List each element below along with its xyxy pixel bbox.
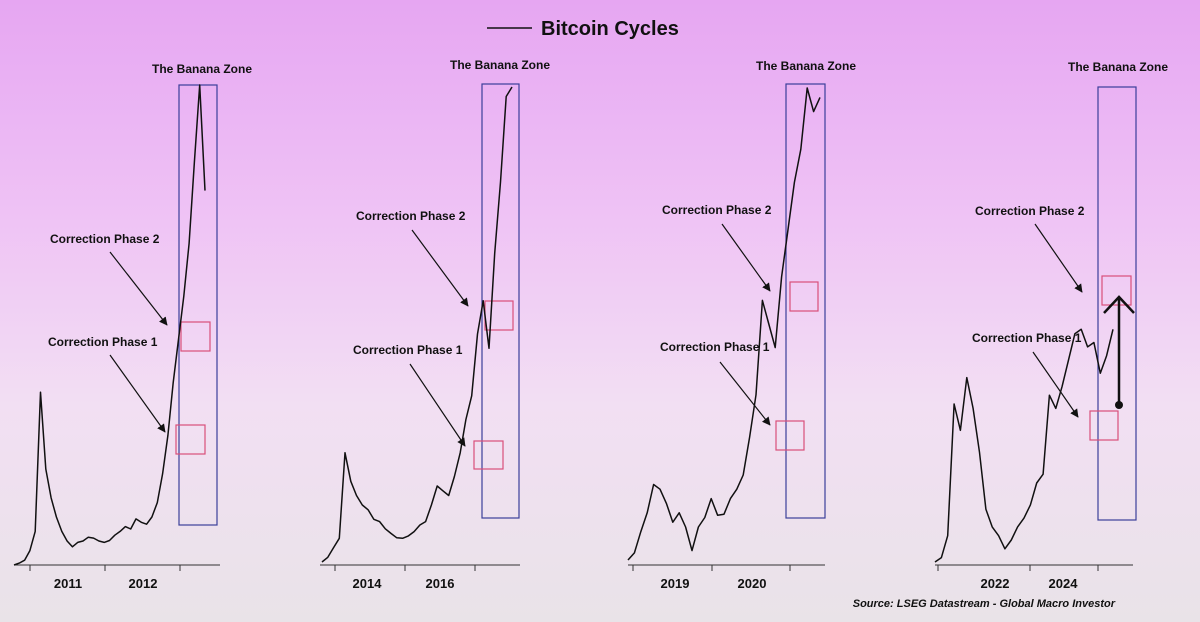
cycle-panel-4: 2022 2024 The Banana Zone Correction Pha…	[934, 60, 1168, 591]
x-tick-label: 2020	[738, 576, 767, 591]
phase-2-arrow	[109, 251, 168, 326]
source-note: Source: LSEG Datastream - Global Macro I…	[853, 598, 1116, 610]
bitcoin-price-line	[13, 84, 206, 566]
banana-zone-label: The Banana Zone	[450, 58, 550, 72]
x-tick-label: 2011	[54, 576, 82, 591]
phase-2-arrow	[1034, 223, 1083, 293]
bitcoin-price-line	[627, 87, 821, 561]
cycle-panel-3: 2019 2020 The Banana Zone Correction Pha…	[627, 59, 856, 591]
correction-phase-1-label: Correction Phase 1	[972, 331, 1082, 345]
correction-phase-1-label: Correction Phase 1	[660, 340, 770, 354]
correction-phase-2-box	[1101, 275, 1132, 306]
correction-phase-2-box	[180, 321, 211, 352]
banana-zone-box	[481, 83, 520, 519]
correction-phase-1-box	[1089, 410, 1119, 441]
banana-zone-label: The Banana Zone	[152, 62, 252, 76]
projection-arrow-head	[1103, 295, 1135, 314]
x-tick-label: 2016	[426, 576, 455, 591]
phase-2-arrow	[721, 223, 771, 292]
correction-phase-2-box	[484, 300, 514, 331]
cycle-panel-1: 2011 2012 The Banana Zone Correction Pha…	[13, 62, 252, 591]
x-tick-label: 2014	[353, 576, 383, 591]
correction-phase-1-label: Correction Phase 1	[48, 335, 158, 349]
current-price-dot	[1115, 401, 1123, 409]
correction-phase-2-label: Correction Phase 2	[356, 209, 466, 223]
banana-zone-box	[178, 84, 218, 526]
phase-1-arrow	[109, 354, 166, 433]
correction-phase-2-box	[789, 281, 819, 312]
bitcoin-price-line	[934, 328, 1114, 563]
bitcoin-price-line	[321, 86, 513, 563]
correction-phase-2-label: Correction Phase 2	[975, 204, 1085, 218]
phase-2-arrow	[411, 229, 469, 307]
banana-zone-label: The Banana Zone	[756, 59, 856, 73]
correction-phase-2-label: Correction Phase 2	[50, 232, 160, 246]
phase-1-arrow	[1032, 351, 1079, 418]
phase-1-arrow	[719, 361, 771, 426]
banana-zone-box	[1097, 86, 1137, 521]
correction-phase-2-label: Correction Phase 2	[662, 203, 772, 217]
banana-zone-box	[785, 83, 826, 519]
x-tick-label: 2022	[981, 576, 1010, 591]
x-tick-label: 2024	[1049, 576, 1079, 591]
chart-title: Bitcoin Cycles	[541, 18, 679, 40]
correction-phase-1-box	[175, 424, 206, 455]
cycle-panel-2: 2014 2016 The Banana Zone Correction Pha…	[320, 58, 550, 591]
x-tick-label: 2012	[129, 576, 158, 591]
phase-1-arrow	[409, 363, 466, 447]
correction-phase-1-box	[473, 440, 504, 470]
x-tick-label: 2019	[661, 576, 690, 591]
correction-phase-1-label: Correction Phase 1	[353, 343, 463, 357]
correction-phase-1-box	[775, 420, 805, 451]
banana-zone-label: The Banana Zone	[1068, 60, 1168, 74]
